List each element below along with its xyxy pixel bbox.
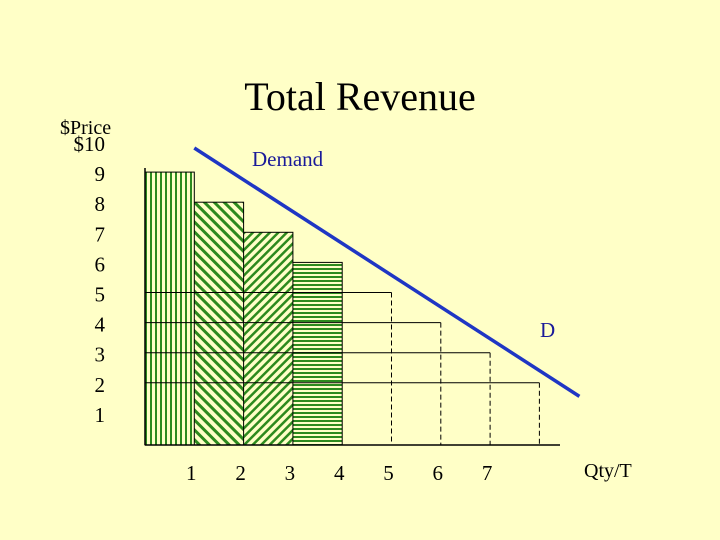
y-tick-label: 1 [95,403,106,427]
y-tick-labels: $10 9 8 7 6 5 4 3 2 1 [74,132,106,427]
x-axis-label: Qty/T [584,460,632,482]
y-tick-label: 5 [95,283,106,307]
y-tick-label: 6 [95,252,106,276]
x-tick-label: 2 [235,461,246,485]
revenue-block-1 [144,171,195,446]
x-tick-labels: 1 2 3 4 5 6 7 [186,461,492,485]
x-tick-label: 3 [285,461,296,485]
y-tick-label: 3 [95,343,106,367]
x-tick-label: 5 [383,461,394,485]
reference-lines [145,292,540,445]
y-tick-label: 9 [95,162,106,186]
demand-label: Demand [252,147,324,171]
revenue-blocks [144,171,343,446]
demand-line [193,146,581,398]
y-tick-label: 7 [95,222,106,246]
x-tick-label: 4 [334,461,345,485]
y-tick-label: 4 [95,313,106,337]
demand-line-label: D [540,318,555,342]
y-axis-label: $Price [60,117,111,139]
x-tick-label: 7 [482,461,493,485]
x-tick-label: 6 [433,461,444,485]
y-tick-label: 2 [95,373,106,397]
x-tick-label: 1 [186,461,197,485]
chart-title: Total Revenue [244,74,476,119]
y-tick-label: 8 [95,192,106,216]
y-tick-label: $10 [74,132,106,156]
